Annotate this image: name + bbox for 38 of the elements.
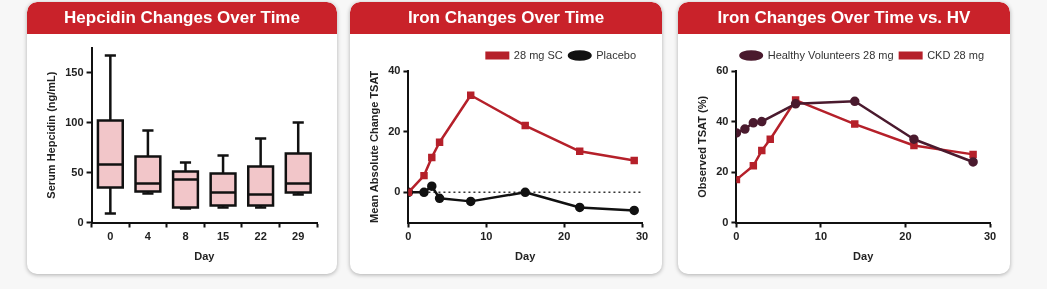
chart-title: Hepcidin Changes Over Time bbox=[27, 2, 337, 34]
x-tick-label: 10 bbox=[814, 230, 828, 243]
legend-label: Healthy Volunteers 28 mg bbox=[767, 48, 894, 61]
y-tick-label: 150 bbox=[65, 65, 84, 78]
y-axis-title: Serum Hepcidin (ng/mL) bbox=[44, 71, 57, 199]
y-tick-label: 20 bbox=[388, 124, 401, 137]
y-tick-label: 100 bbox=[65, 115, 84, 128]
y-tick-label: 20 bbox=[716, 165, 729, 178]
x-axis-title: Day bbox=[515, 250, 537, 263]
y-tick-label: 0 bbox=[722, 215, 729, 228]
y-tick-label: 40 bbox=[716, 114, 729, 127]
x-tick-label: 30 bbox=[983, 230, 997, 243]
x-tick-label: 10 bbox=[480, 230, 493, 243]
legend-label: CKD 28 mg bbox=[927, 48, 985, 61]
y-tick-label: 60 bbox=[716, 64, 729, 77]
x-tick-label: 15 bbox=[216, 230, 230, 243]
x-tick-label: 4 bbox=[144, 230, 152, 243]
y-axis-title: Mean Absolute Change TSAT bbox=[367, 70, 380, 223]
x-tick-label: 20 bbox=[558, 230, 571, 243]
chart-title: Iron Changes Over Time bbox=[350, 2, 662, 34]
x-axis-title: Day bbox=[853, 250, 875, 263]
y-tick-label: 50 bbox=[71, 165, 84, 178]
x-axis-title: Day bbox=[194, 250, 216, 263]
x-tick-label: 0 bbox=[405, 230, 412, 243]
x-tick-label: 30 bbox=[635, 230, 649, 243]
y-tick-label: 0 bbox=[394, 185, 401, 198]
x-tick-label: 29 bbox=[292, 230, 305, 243]
legend-label: Placebo bbox=[596, 48, 637, 61]
legend-label: 28 mg SC bbox=[513, 48, 563, 61]
y-tick-label: 40 bbox=[388, 64, 401, 77]
x-tick-label: 0 bbox=[107, 230, 114, 243]
x-tick-label: 0 bbox=[733, 230, 740, 243]
y-axis-title: Observed TSAT (%) bbox=[695, 95, 708, 198]
x-tick-label: 8 bbox=[182, 230, 189, 243]
y-tick-label: 0 bbox=[77, 215, 84, 228]
x-tick-label: 20 bbox=[899, 230, 912, 243]
x-tick-label: 22 bbox=[254, 230, 267, 243]
chart-title: Iron Changes Over Time vs. HV bbox=[678, 2, 1010, 34]
